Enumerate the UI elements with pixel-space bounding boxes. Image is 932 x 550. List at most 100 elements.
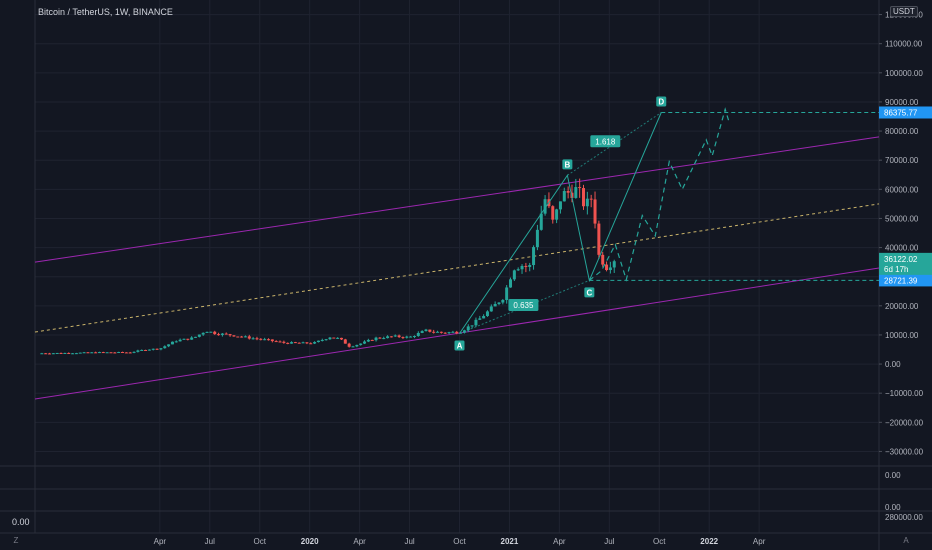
- candle-body: [67, 352, 71, 354]
- level-badge: [879, 106, 932, 119]
- candle-body: [347, 343, 351, 347]
- level-badge-label: 86375.77: [884, 108, 918, 117]
- panel1-value-label: 0.00: [885, 471, 901, 480]
- time-tick-label: Apr: [753, 537, 766, 546]
- pattern-point-badge: [584, 287, 595, 298]
- candle-body: [301, 342, 305, 344]
- pattern-ac-line: [459, 279, 590, 334]
- candle-body: [389, 336, 393, 338]
- candle-body: [220, 333, 224, 335]
- currency-badge[interactable]: USDT: [890, 6, 918, 17]
- candle-body: [324, 339, 328, 341]
- candle-body: [409, 336, 413, 338]
- candle-body: [543, 199, 547, 214]
- time-tick-label: Apr: [154, 537, 167, 546]
- auto-scale-button[interactable]: A: [903, 536, 909, 545]
- candle-body: [224, 333, 228, 335]
- candle-body: [313, 342, 317, 344]
- candle-body: [351, 346, 355, 348]
- candle-body: [378, 337, 382, 339]
- candle-body: [59, 352, 63, 354]
- candle-body: [278, 341, 282, 343]
- candle-body: [555, 209, 559, 220]
- candle-body: [562, 191, 566, 202]
- candle-body: [82, 352, 86, 354]
- candle-body: [585, 198, 589, 207]
- zoom-button[interactable]: Z: [13, 536, 19, 545]
- candle-body: [151, 348, 155, 350]
- candle-body: [270, 339, 274, 342]
- candle-body: [339, 337, 343, 340]
- candle-body: [524, 265, 528, 267]
- candle-body: [90, 352, 94, 354]
- candle-body: [478, 318, 482, 320]
- candle-body: [416, 332, 420, 337]
- candle-body: [597, 223, 601, 255]
- candle-body: [608, 267, 612, 271]
- candle-body: [182, 338, 186, 340]
- candle-body: [612, 261, 616, 268]
- candle-body: [501, 300, 505, 303]
- candle-body: [509, 279, 513, 288]
- candle-body: [263, 339, 267, 341]
- candle-body: [128, 352, 132, 354]
- candle-body: [412, 336, 416, 338]
- candles: [40, 178, 616, 355]
- candle-body: [516, 269, 520, 271]
- candle-body: [290, 342, 294, 344]
- pattern-point-c-label: C: [586, 288, 592, 297]
- candle-body: [255, 338, 259, 340]
- price-tick-label: 40000.00: [885, 244, 919, 253]
- candle-body: [593, 199, 597, 224]
- symbol-title: Bitcoin / TetherUS, 1W, BINANCE: [38, 7, 173, 17]
- price-tick-label: 70000.00: [885, 156, 919, 165]
- ratio-badge: [590, 135, 621, 148]
- candle-body: [370, 339, 374, 341]
- candle-body: [174, 341, 178, 343]
- candle-body: [497, 302, 501, 304]
- candle-body: [535, 229, 539, 248]
- left-panel-value: 0.00: [12, 517, 30, 527]
- price-tick-label: 20000.00: [885, 302, 919, 311]
- candle-body: [178, 339, 182, 342]
- time-tick-label: Oct: [254, 537, 267, 546]
- candle-body: [485, 311, 489, 317]
- price-tick-label: 80000.00: [885, 127, 919, 136]
- candle-body: [305, 342, 309, 344]
- price-tick-label: 110000.00: [885, 40, 923, 49]
- candle-body: [163, 346, 167, 349]
- candle-body: [363, 341, 367, 344]
- pattern-point-b-label: B: [564, 160, 570, 169]
- pattern-point-badge: [454, 340, 465, 351]
- candle-body: [228, 334, 232, 336]
- candle-body: [447, 332, 451, 334]
- candle-body: [78, 352, 82, 354]
- candle-body: [293, 342, 297, 344]
- candle-body: [386, 336, 390, 339]
- candle-body: [439, 331, 443, 333]
- time-tick-label: Jul: [404, 537, 414, 546]
- panel3-value-label: 280000.00: [885, 513, 923, 522]
- candle-body: [124, 352, 128, 354]
- candle-body: [144, 349, 148, 351]
- pattern-point-badge: [562, 159, 573, 170]
- candle-body: [86, 352, 90, 354]
- candle-body: [343, 339, 347, 344]
- candle-body: [320, 339, 324, 341]
- candle-body: [170, 341, 174, 345]
- price-tick-label: 50000.00: [885, 214, 919, 223]
- candle-body: [55, 352, 59, 354]
- candle-body: [436, 331, 440, 333]
- candle-body: [159, 348, 163, 350]
- candle-body: [282, 341, 286, 343]
- candle-body: [532, 247, 536, 266]
- candle-body: [213, 331, 217, 335]
- candle-body: [236, 336, 240, 338]
- candle-body: [332, 337, 336, 339]
- candle-body: [243, 336, 247, 338]
- candle-body: [167, 344, 171, 347]
- price-tick-label: 0.00: [885, 360, 901, 369]
- bar-countdown-label: 6d 17h: [884, 265, 908, 274]
- candle-body: [336, 337, 340, 339]
